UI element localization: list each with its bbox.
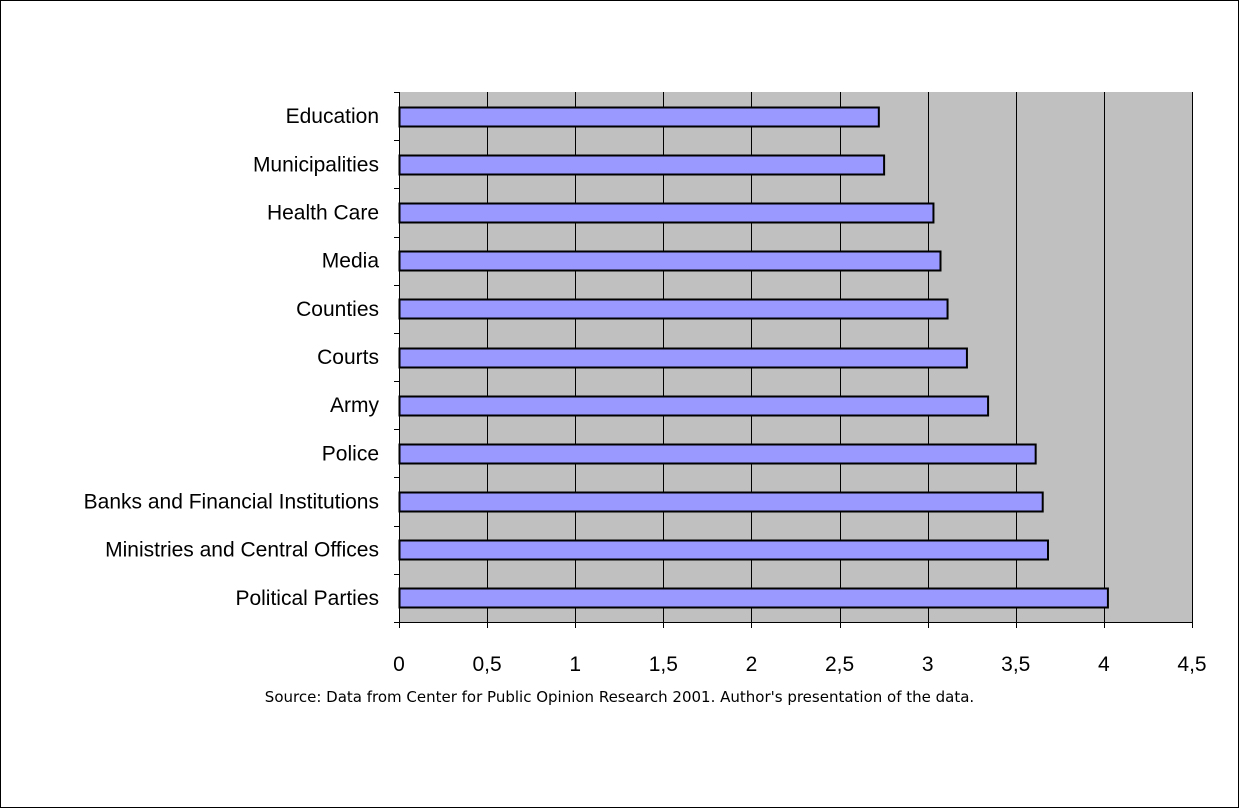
bar [398,491,1044,513]
x-tick-label: 3,5 [1001,653,1030,676]
bars [398,106,1109,609]
category-label: Municipalities [253,153,379,176]
category-label: Political Parties [235,587,379,610]
category-label: Counties [296,298,379,321]
tick-labels: 0 0,5 1 1,5 2 2,5 3 3,5 4 4,5 [393,653,1206,676]
bar [398,106,880,128]
category-label: Education [286,105,379,128]
category-label: Police [322,442,379,465]
x-tick-label: 0 [393,653,405,676]
bar [398,202,935,224]
category-labels: Education Municipalities Health Care Media C… [84,105,380,610]
x-tick-label: 1 [569,653,581,676]
x-tick-label: 0,5 [473,653,502,676]
source-note: Source: Data from Center for Public Opin… [264,688,975,706]
category-label: Health Care [267,201,379,224]
category-label: Courts [317,346,379,369]
bar [398,395,990,417]
x-tick-label: 2 [746,653,758,676]
category-label: Banks and Financial Institutions [84,491,379,514]
bar [398,250,942,272]
axes [394,92,1193,628]
bar [398,298,949,320]
bar [398,443,1037,465]
category-label: Army [330,394,379,417]
category-label: Ministries and Central Offices [105,539,379,562]
bar [398,347,968,369]
bar [398,154,886,176]
x-tick-label: 4 [1098,653,1110,676]
bar [398,539,1049,561]
category-label: Media [322,250,380,273]
x-tick-label: 2,5 [825,653,854,676]
bar [398,587,1109,609]
x-tick-label: 3 [922,653,934,676]
x-tick-label: 4,5 [1177,653,1206,676]
x-tick-label: 1,5 [649,653,678,676]
